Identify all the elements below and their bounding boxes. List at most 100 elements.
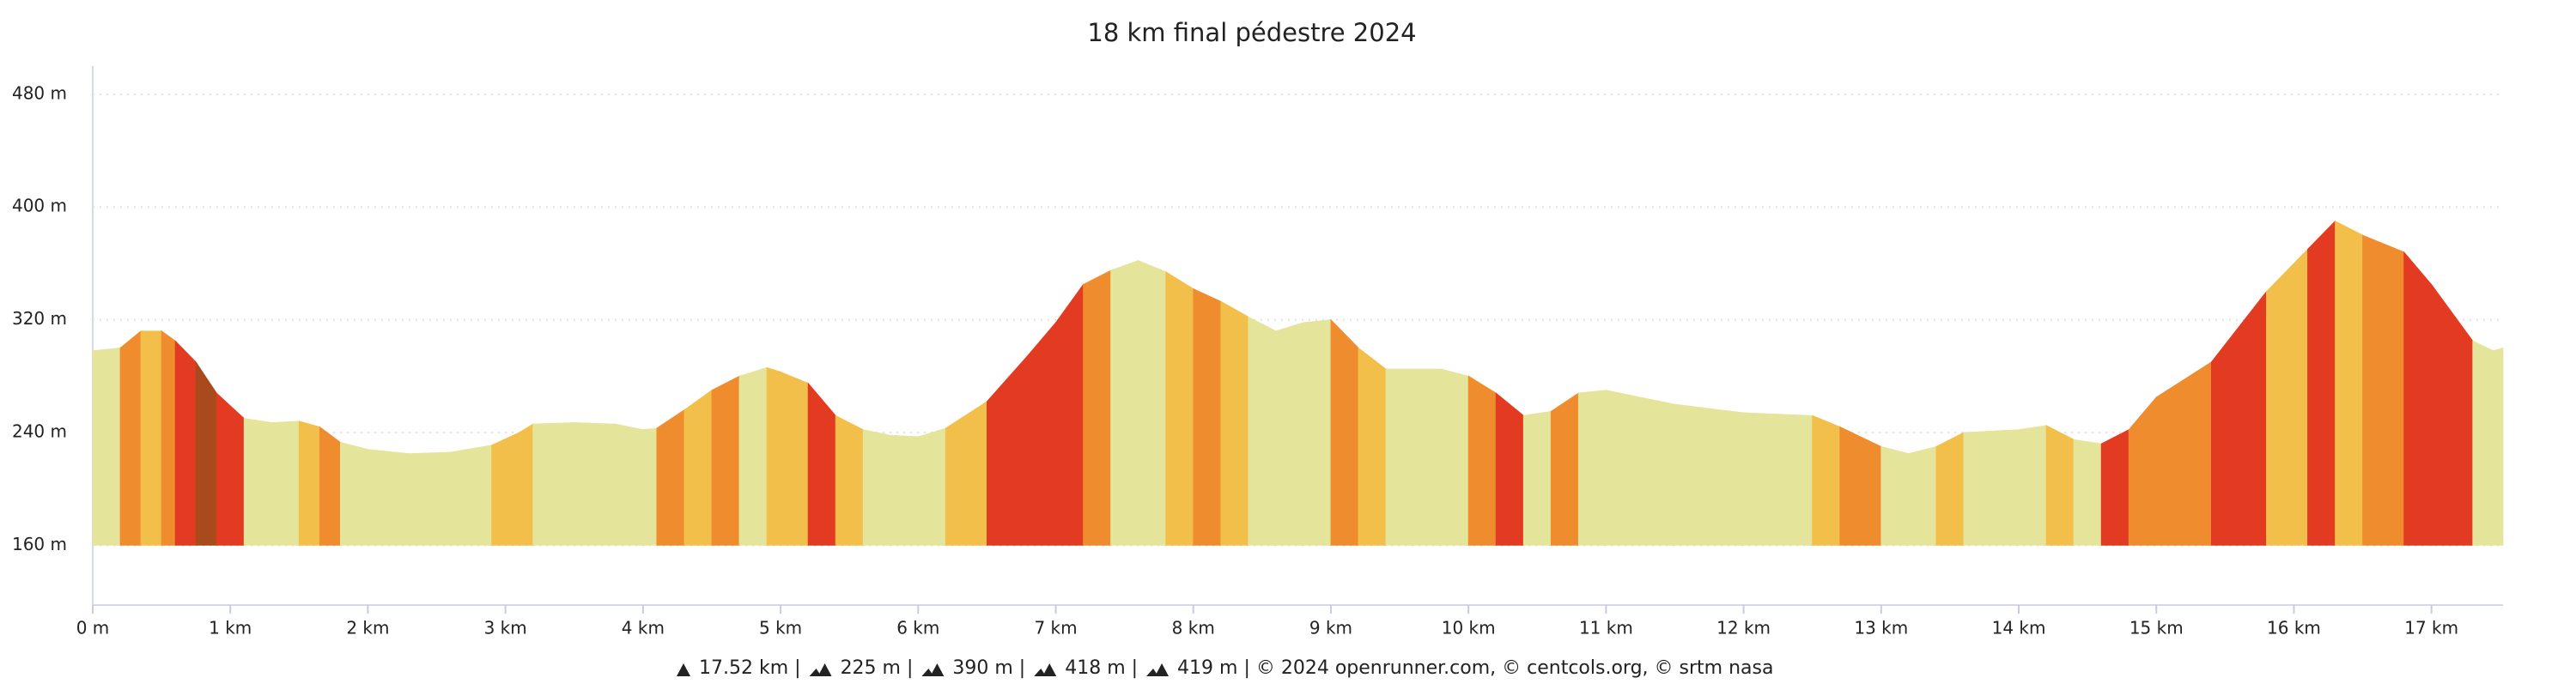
slope-segment	[2431, 283, 2474, 546]
slope-segment	[1165, 271, 1194, 546]
slope-segment	[766, 366, 781, 546]
footer-icon	[677, 663, 690, 676]
slope-segment	[890, 434, 919, 546]
slope-segment	[2128, 396, 2157, 546]
slope-segment	[2155, 361, 2212, 546]
x-tick-label: 4 km	[622, 618, 665, 639]
slope-segment	[119, 330, 142, 546]
footer-text: 390 m |	[952, 657, 1025, 679]
x-tick-label: 12 km	[1716, 618, 1771, 639]
slope-segment	[319, 426, 341, 546]
slope-segment	[615, 423, 644, 546]
x-tick-label: 1 km	[209, 618, 252, 639]
slope-segment	[2335, 220, 2363, 546]
slope-segment	[1522, 410, 1552, 546]
slope-segment	[195, 360, 217, 546]
x-tick-label: 16 km	[2267, 618, 2321, 639]
slope-segment	[1083, 269, 1112, 546]
slope-segment	[532, 422, 575, 546]
slope-segment	[1193, 288, 1222, 546]
slope-segment	[711, 375, 740, 546]
footer-icon	[809, 663, 832, 676]
slope-segment	[1138, 260, 1167, 546]
y-tick-label: 320 m	[12, 308, 67, 329]
x-tick-label: 11 km	[1579, 618, 1633, 639]
slope-segment	[2210, 290, 2267, 546]
slope-segment	[1055, 283, 1084, 546]
mountain-icon	[677, 663, 690, 676]
slope-segment	[298, 421, 320, 546]
slope-segment	[2307, 220, 2336, 546]
slope-segment	[2403, 251, 2433, 546]
slope-segment	[1495, 392, 1524, 546]
slope-segment	[2073, 439, 2102, 546]
mountain-icon	[1155, 663, 1170, 676]
mountain-icon	[1042, 663, 1057, 676]
slope-segment	[1963, 429, 2020, 546]
x-tick-label: 14 km	[1992, 618, 2046, 639]
slope-segment	[450, 445, 493, 546]
mountain-icon	[1146, 669, 1159, 676]
slope-segment	[2472, 340, 2494, 546]
x-tick-label: 17 km	[2404, 618, 2458, 639]
x-tick-label: 8 km	[1172, 618, 1215, 639]
slope-segment	[1743, 412, 1814, 546]
footer-text: 418 m |	[1065, 657, 1138, 679]
mountain-icon	[809, 669, 822, 676]
slope-segment	[1908, 445, 1937, 546]
slope-segment	[1839, 426, 1882, 546]
slope-segment	[270, 421, 300, 546]
x-tick-label: 9 km	[1309, 618, 1352, 639]
y-tick-label: 240 m	[12, 421, 67, 441]
slope-segment	[683, 389, 713, 546]
slope-segment	[1303, 319, 1332, 546]
slope-segment	[2266, 248, 2308, 546]
slope-segment	[2362, 234, 2405, 546]
footer-icon	[1034, 663, 1057, 676]
y-tick-label: 400 m	[12, 196, 67, 216]
slope-segment	[368, 449, 410, 546]
mountain-icon	[921, 669, 934, 676]
slope-segment	[1674, 403, 1745, 546]
slope-segment	[1577, 390, 1607, 546]
slope-segment	[656, 409, 685, 546]
slope-segment	[835, 415, 864, 546]
slope-segment	[1275, 322, 1304, 546]
x-tick-label: 3 km	[484, 618, 527, 639]
slope-segment	[1385, 368, 1414, 546]
slope-segment	[917, 427, 946, 546]
slope-segment	[574, 422, 617, 546]
slope-segment	[2045, 425, 2075, 546]
slope-segment	[862, 429, 891, 546]
slope-segment	[1358, 347, 1387, 546]
y-tick-label: 160 m	[12, 534, 67, 554]
slope-segment	[2018, 425, 2047, 546]
mountain-icon	[930, 663, 945, 676]
slope-segment	[140, 330, 162, 546]
slope-segment	[1248, 316, 1277, 546]
x-tick-label: 10 km	[1442, 618, 1496, 639]
slope-segment	[339, 441, 368, 546]
slope-segment	[1440, 368, 1469, 546]
slope-segment	[161, 330, 176, 546]
footer-text: 225 m |	[841, 657, 914, 679]
footer-icon	[1146, 663, 1170, 676]
footer-text: 17.52 km |	[699, 657, 801, 679]
x-tick-label: 0 m	[76, 618, 110, 639]
slope-segment	[1028, 321, 1056, 546]
slope-segment	[1110, 260, 1139, 546]
slope-segment	[807, 382, 836, 546]
slope-segment	[519, 423, 534, 546]
slope-segment	[1330, 318, 1359, 546]
mountain-icon	[1034, 669, 1047, 676]
slope-segment	[2100, 429, 2129, 546]
footer-text: 419 m | © 2024 openrunner.com, © centcol…	[1177, 657, 1773, 679]
x-tick-label: 5 km	[759, 618, 802, 639]
plot-area: 160 m 240 m 320 m 400 m 480 m 0 m 1 km 2 km 3 km…	[12, 66, 2504, 639]
mountain-icon	[817, 663, 832, 676]
slope-segment	[1220, 300, 1249, 546]
slope-segment	[1605, 390, 1675, 546]
slope-segment	[1550, 392, 1579, 546]
slope-segment	[987, 354, 1029, 546]
